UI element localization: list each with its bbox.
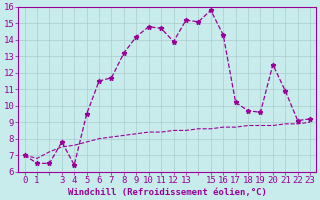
X-axis label: Windchill (Refroidissement éolien,°C): Windchill (Refroidissement éolien,°C) [68, 188, 267, 197]
